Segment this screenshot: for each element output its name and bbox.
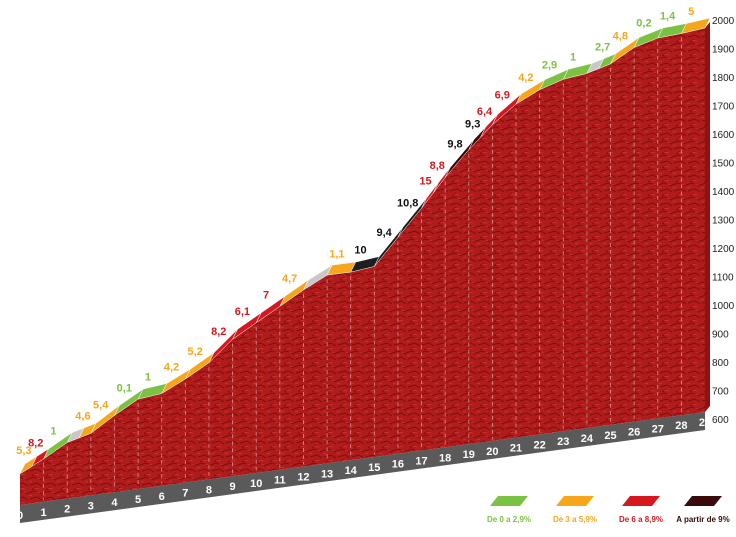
km-tick-label: 21	[510, 443, 522, 455]
gradient-label: 8,8	[430, 160, 445, 172]
km-tick-label: 8	[206, 484, 212, 496]
gradient-label: 9,4	[376, 227, 392, 239]
gradient-label: 4,2	[164, 361, 179, 373]
y-tick-label: 2000	[712, 16, 735, 27]
km-tick-label: 14	[345, 465, 358, 477]
legend-label-easy: De 0 a 2,9%	[487, 515, 531, 524]
y-axis: 600 700 800 900 1000 1100 1200 1300 1400 1500 1600…	[712, 16, 735, 426]
legend-swatch-easy	[490, 496, 528, 506]
y-tick-label: 700	[712, 387, 729, 398]
gradient-label: 4,6	[75, 411, 90, 423]
gradient-label: 0,1	[117, 382, 132, 394]
km-tick-label: 26	[628, 427, 640, 439]
km-tick-label: 3	[88, 500, 94, 512]
km-tick-label: 22	[534, 439, 546, 451]
gradient-label: 2,9	[542, 59, 557, 71]
km-tick-label: 7	[182, 488, 188, 500]
km-tick-label: 15	[368, 462, 380, 474]
km-tick-label: 23	[557, 436, 569, 448]
profile-side-face	[705, 21, 710, 412]
y-tick-label: 1000	[712, 301, 735, 312]
gradient-label: 5,2	[188, 346, 203, 358]
km-tick-label: 12	[297, 472, 309, 484]
y-tick-label: 1100	[712, 273, 734, 284]
gradient-label: 4,2	[518, 72, 533, 84]
km-tick-label: 25	[604, 430, 616, 442]
legend-swatch-hard	[622, 496, 660, 506]
y-tick-label: 1500	[712, 159, 735, 170]
gradient-label: 1	[50, 426, 56, 438]
gradient-label: 6,4	[477, 106, 493, 118]
km-tick-label: 18	[439, 452, 451, 464]
gradient-label: 0,2	[636, 18, 651, 30]
profile-body	[20, 21, 710, 505]
gradient-label: 5	[688, 6, 694, 18]
y-tick-label: 1300	[712, 216, 735, 227]
y-tick-label: 900	[712, 330, 729, 341]
gradient-label: 6,9	[495, 89, 510, 101]
y-tick-label: 1900	[712, 45, 735, 56]
gradient-label: 9,8	[447, 139, 462, 151]
gradient-label: 8,2	[28, 438, 43, 450]
y-tick-label: 600	[712, 415, 729, 426]
gradient-label: 10,8	[397, 198, 418, 210]
gradient-label: 5,3	[16, 445, 31, 457]
gradient-label: 9,3	[465, 118, 480, 130]
km-tick-label: 17	[415, 455, 427, 467]
y-tick-label: 1600	[712, 130, 735, 141]
y-tick-label: 1700	[712, 102, 735, 113]
y-tick-label: 1200	[712, 244, 735, 255]
legend-label-hard: De 6 a 8,9%	[619, 515, 663, 524]
km-tick-label: 20	[486, 446, 498, 458]
gradient-label: 1	[570, 51, 576, 63]
legend-swatch-moderate	[556, 496, 594, 506]
legend-label-moderate: De 3 a 5,9%	[553, 515, 597, 524]
km-tick-label: 24	[581, 433, 594, 445]
gradient-label: 7	[263, 290, 269, 302]
km-tick-label: 28	[675, 420, 687, 432]
gradient-label: 1,1	[329, 249, 344, 261]
gradient-label: 6,1	[235, 306, 250, 318]
y-tick-label: 800	[712, 358, 729, 369]
km-tick-label: 16	[392, 459, 404, 471]
km-tick-label: 6	[159, 491, 165, 503]
km-tick-label: 11	[274, 475, 286, 487]
gradient-label: 4,8	[613, 31, 628, 43]
gradient-label: 2,7	[595, 41, 610, 53]
km-tick-label: 1	[41, 507, 47, 519]
km-tick-label: 19	[463, 449, 475, 461]
gradient-segments	[19, 17, 711, 475]
km-tick-label: 10	[250, 478, 262, 490]
profile-area	[20, 28, 705, 505]
km-tick-label: 5	[135, 494, 141, 506]
gradient-label: 8,2	[211, 326, 226, 338]
gradient-label: 1	[145, 371, 151, 383]
gradient-label: 15	[419, 175, 431, 187]
km-tick-label: 2	[64, 504, 70, 516]
km-tick-label: 29	[699, 417, 711, 429]
legend: De 0 a 2,9% De 3 a 5,9% De 6 a 8,9% A parti…	[487, 496, 730, 524]
km-tick-label: 4	[111, 497, 118, 509]
gradient-labels: 5,38,214,65,40,114,25,28,26,174,71,1 109,…	[16, 6, 694, 457]
km-axis-strip	[20, 412, 705, 523]
legend-label-extreme: A partir de 9%	[676, 515, 730, 524]
km-tick-label: 13	[321, 468, 333, 480]
km-axis: 0 1 2 3 4 5 6 7 8 9 10 11 12 13 14 15 16 17 18 19 20 21 22 23 24…	[17, 412, 711, 523]
km-gridlines	[43, 37, 682, 500]
km-tick-label: 0	[17, 510, 23, 522]
km-tick-label: 9	[230, 481, 236, 493]
y-tick-label: 1400	[712, 187, 735, 198]
y-tick-label: 1800	[712, 73, 735, 84]
gradient-label: 4,7	[282, 273, 297, 285]
km-tick-label: 27	[652, 423, 664, 435]
gradient-label: 1,4	[660, 11, 676, 23]
gradient-segment	[680, 17, 711, 34]
gradient-label: 10	[354, 244, 366, 256]
legend-swatch-extreme	[684, 496, 722, 506]
gradient-label: 5,4	[93, 399, 109, 411]
